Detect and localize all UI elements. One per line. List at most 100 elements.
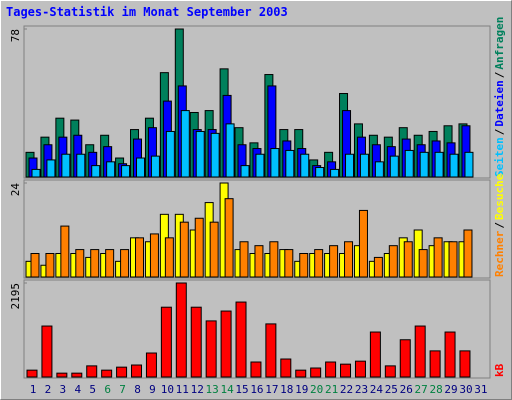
x-tick-label: 20 bbox=[310, 383, 323, 396]
x-tick-label: 4 bbox=[74, 383, 81, 396]
bar bbox=[270, 148, 280, 178]
bar bbox=[71, 372, 83, 378]
x-tick-label: 21 bbox=[325, 383, 338, 396]
bar bbox=[106, 161, 116, 178]
x-tick-label: 11 bbox=[176, 383, 189, 396]
bar bbox=[180, 110, 190, 178]
legend-separator: / bbox=[493, 222, 506, 229]
bar bbox=[399, 339, 411, 378]
bar bbox=[459, 350, 471, 378]
bar bbox=[45, 253, 55, 278]
bar bbox=[86, 365, 98, 378]
bar bbox=[354, 360, 366, 378]
bar bbox=[330, 168, 340, 178]
bar bbox=[131, 364, 143, 378]
bar bbox=[254, 245, 264, 278]
bar bbox=[61, 153, 71, 178]
y-max-label: 2195 bbox=[9, 283, 22, 310]
bar bbox=[418, 249, 428, 278]
bar bbox=[225, 123, 235, 178]
legend: kB bbox=[493, 363, 506, 377]
bar bbox=[344, 241, 354, 278]
x-tick-label: 15 bbox=[235, 383, 248, 396]
x-tick-label: 24 bbox=[370, 383, 384, 396]
x-tick-label: 14 bbox=[220, 383, 234, 396]
bar bbox=[160, 306, 172, 378]
legend-entry: kB bbox=[493, 363, 506, 377]
bar bbox=[300, 153, 310, 178]
bar bbox=[165, 130, 175, 178]
x-tick-label: 30 bbox=[459, 383, 472, 396]
legend-entry: Dateien bbox=[493, 80, 506, 126]
bar bbox=[136, 157, 146, 178]
bar bbox=[358, 209, 368, 278]
bar bbox=[30, 253, 40, 278]
bar bbox=[269, 241, 279, 278]
bar bbox=[60, 225, 70, 278]
bar bbox=[31, 168, 41, 178]
bar bbox=[175, 282, 187, 378]
x-tick-label: 2 bbox=[45, 383, 52, 396]
x-tick-label: 10 bbox=[161, 383, 174, 396]
bar bbox=[299, 253, 309, 278]
x-tick-label: 22 bbox=[340, 383, 353, 396]
bar bbox=[373, 256, 383, 278]
x-tick-label: 25 bbox=[385, 383, 398, 396]
bar bbox=[448, 241, 458, 278]
legend: Rechner/ Besuche bbox=[493, 173, 506, 277]
bar bbox=[315, 167, 325, 178]
bar bbox=[403, 241, 413, 278]
x-tick-label: 3 bbox=[60, 383, 67, 396]
bar bbox=[190, 306, 202, 378]
bar bbox=[404, 149, 414, 178]
x-tick-label: 16 bbox=[250, 383, 263, 396]
x-tick-label: 1 bbox=[30, 383, 37, 396]
y-max-label: 24 bbox=[9, 183, 22, 197]
bar bbox=[449, 153, 459, 178]
x-tick-label: 23 bbox=[355, 383, 368, 396]
legend: Seiten/Dateien/Anfragen bbox=[493, 17, 506, 177]
bar bbox=[434, 151, 444, 178]
bar bbox=[429, 350, 441, 378]
bar bbox=[463, 229, 473, 278]
bar bbox=[444, 331, 456, 378]
chart-title: Tages-Statistik im Monat September 2003 bbox=[6, 5, 288, 19]
bar bbox=[329, 245, 339, 278]
x-tick-label: 8 bbox=[134, 383, 141, 396]
bar bbox=[105, 249, 115, 278]
bar bbox=[285, 149, 295, 178]
bar bbox=[345, 153, 355, 178]
bar bbox=[433, 237, 443, 278]
bar bbox=[359, 153, 369, 178]
bar bbox=[41, 325, 53, 378]
bar bbox=[120, 249, 130, 278]
bar bbox=[374, 161, 384, 178]
x-tick-label: 29 bbox=[444, 383, 457, 396]
x-tick-label: 9 bbox=[149, 383, 156, 396]
bar bbox=[90, 249, 100, 278]
bar bbox=[195, 130, 205, 178]
bar bbox=[56, 372, 68, 378]
x-tick-label: 31 bbox=[474, 383, 487, 396]
bar bbox=[150, 155, 160, 178]
bar bbox=[369, 331, 381, 378]
x-tick-label: 6 bbox=[104, 383, 111, 396]
x-tick-label: 5 bbox=[89, 383, 96, 396]
legend-separator: / bbox=[493, 128, 506, 135]
x-tick-label: 12 bbox=[191, 383, 204, 396]
bar bbox=[76, 153, 86, 178]
bar bbox=[75, 249, 85, 278]
bar bbox=[240, 165, 250, 178]
bar bbox=[295, 369, 307, 378]
bar bbox=[149, 233, 159, 278]
x-tick-label: 17 bbox=[265, 383, 278, 396]
bar bbox=[325, 361, 337, 378]
bar bbox=[464, 151, 474, 178]
bar bbox=[164, 237, 174, 278]
bar bbox=[220, 310, 232, 378]
bar bbox=[250, 361, 262, 378]
bar bbox=[194, 217, 204, 278]
bar bbox=[265, 323, 277, 378]
